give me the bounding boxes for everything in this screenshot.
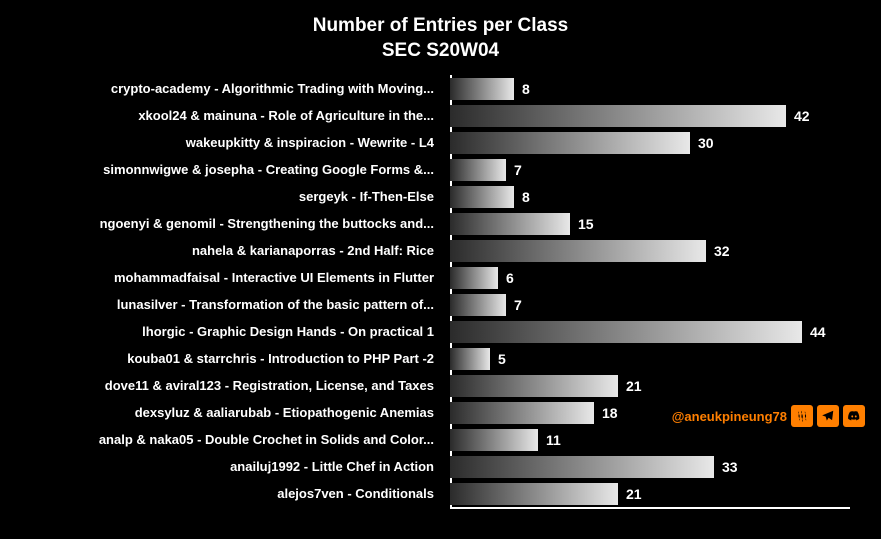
row-label: crypto-academy - Algorithmic Trading wit… [0, 81, 442, 96]
bar [450, 429, 538, 451]
bar [450, 105, 786, 127]
row-value: 8 [522, 81, 530, 97]
bar [450, 483, 618, 505]
chart-row: wakeupkitty & inspiracion - Wewrite - L4… [0, 129, 881, 156]
chart-title-line2: SEC S20W04 [0, 39, 881, 64]
chart-row: mohammadfaisal - Interactive UI Elements… [0, 264, 881, 291]
row-label: wakeupkitty & inspiracion - Wewrite - L4 [0, 135, 442, 150]
bar-cell: 42 [450, 105, 850, 127]
bar-cell: 15 [450, 213, 850, 235]
bar-cell: 21 [450, 375, 850, 397]
chart-row: alejos7ven - Conditionals 21 [0, 480, 881, 507]
row-label: lhorgic - Graphic Design Hands - On prac… [0, 324, 442, 339]
chart-container: Number of Entries per Class SEC S20W04 c… [0, 0, 881, 539]
bar [450, 267, 498, 289]
row-label: alejos7ven - Conditionals [0, 486, 442, 501]
chart-row: dove11 & aviral123 - Registration, Licen… [0, 372, 881, 399]
bar [450, 375, 618, 397]
bar [450, 186, 514, 208]
row-label: ngoenyi & genomil - Strengthening the bu… [0, 216, 442, 231]
chart-row: sergeyk - If-Then-Else 8 [0, 183, 881, 210]
bar [450, 132, 690, 154]
bar [450, 159, 506, 181]
row-value: 5 [498, 351, 506, 367]
row-label: nahela & karianaporras - 2nd Half: Rice [0, 243, 442, 258]
row-label: kouba01 & starrchris - Introduction to P… [0, 351, 442, 366]
chart-row: analp & naka05 - Double Crochet in Solid… [0, 426, 881, 453]
steem-icon [791, 405, 813, 427]
row-label: analp & naka05 - Double Crochet in Solid… [0, 432, 442, 447]
bar-cell: 8 [450, 78, 850, 100]
bar [450, 78, 514, 100]
bar-cell: 44 [450, 321, 850, 343]
row-value: 44 [810, 324, 826, 340]
row-value: 30 [698, 135, 714, 151]
row-value: 21 [626, 486, 642, 502]
chart-row: kouba01 & starrchris - Introduction to P… [0, 345, 881, 372]
bar-cell: 5 [450, 348, 850, 370]
row-value: 6 [506, 270, 514, 286]
row-label: mohammadfaisal - Interactive UI Elements… [0, 270, 442, 285]
bar-cell: 21 [450, 483, 850, 505]
bar-cell: 7 [450, 159, 850, 181]
row-label: sergeyk - If-Then-Else [0, 189, 442, 204]
row-label: lunasilver - Transformation of the basic… [0, 297, 442, 312]
telegram-icon [817, 405, 839, 427]
row-label: dove11 & aviral123 - Registration, Licen… [0, 378, 442, 393]
row-value: 18 [602, 405, 618, 421]
chart-row: ngoenyi & genomil - Strengthening the bu… [0, 210, 881, 237]
chart-row: nahela & karianaporras - 2nd Half: Rice 3… [0, 237, 881, 264]
discord-icon [843, 405, 865, 427]
bar-cell: 30 [450, 132, 850, 154]
bar-cell: 32 [450, 240, 850, 262]
chart-row: crypto-academy - Algorithmic Trading wit… [0, 75, 881, 102]
chart-row: anailuj1992 - Little Chef in Action 33 [0, 453, 881, 480]
chart-row: lhorgic - Graphic Design Hands - On prac… [0, 318, 881, 345]
chart-row: xkool24 & mainuna - Role of Agriculture … [0, 102, 881, 129]
bar-cell: 6 [450, 267, 850, 289]
row-value: 7 [514, 297, 522, 313]
bar [450, 213, 570, 235]
chart-row: simonnwigwe & josepha - Creating Google … [0, 156, 881, 183]
row-label: xkool24 & mainuna - Role of Agriculture … [0, 108, 442, 123]
bar [450, 402, 594, 424]
bar-cell: 11 [450, 429, 850, 451]
row-value: 42 [794, 108, 810, 124]
row-value: 15 [578, 216, 594, 232]
bar-cell: 8 [450, 186, 850, 208]
row-value: 32 [714, 243, 730, 259]
row-value: 7 [514, 162, 522, 178]
row-label: simonnwigwe & josepha - Creating Google … [0, 162, 442, 177]
row-value: 21 [626, 378, 642, 394]
bar [450, 294, 506, 316]
row-value: 11 [546, 432, 561, 448]
bar [450, 348, 490, 370]
row-value: 8 [522, 189, 530, 205]
watermark: @aneukpineung78 [672, 405, 865, 427]
bar [450, 321, 802, 343]
x-axis [450, 507, 850, 509]
row-value: 33 [722, 459, 738, 475]
chart-row: lunasilver - Transformation of the basic… [0, 291, 881, 318]
row-label: anailuj1992 - Little Chef in Action [0, 459, 442, 474]
bar-cell: 7 [450, 294, 850, 316]
bar [450, 240, 706, 262]
plot-area: crypto-academy - Algorithmic Trading wit… [0, 75, 881, 507]
chart-title-line1: Number of Entries per Class [0, 14, 881, 39]
watermark-text: @aneukpineung78 [672, 409, 787, 424]
bar [450, 456, 714, 478]
bar-cell: 33 [450, 456, 850, 478]
row-label: dexsyluz & aaliarubab - Etiopathogenic A… [0, 405, 442, 420]
chart-title-block: Number of Entries per Class SEC S20W04 [0, 0, 881, 63]
